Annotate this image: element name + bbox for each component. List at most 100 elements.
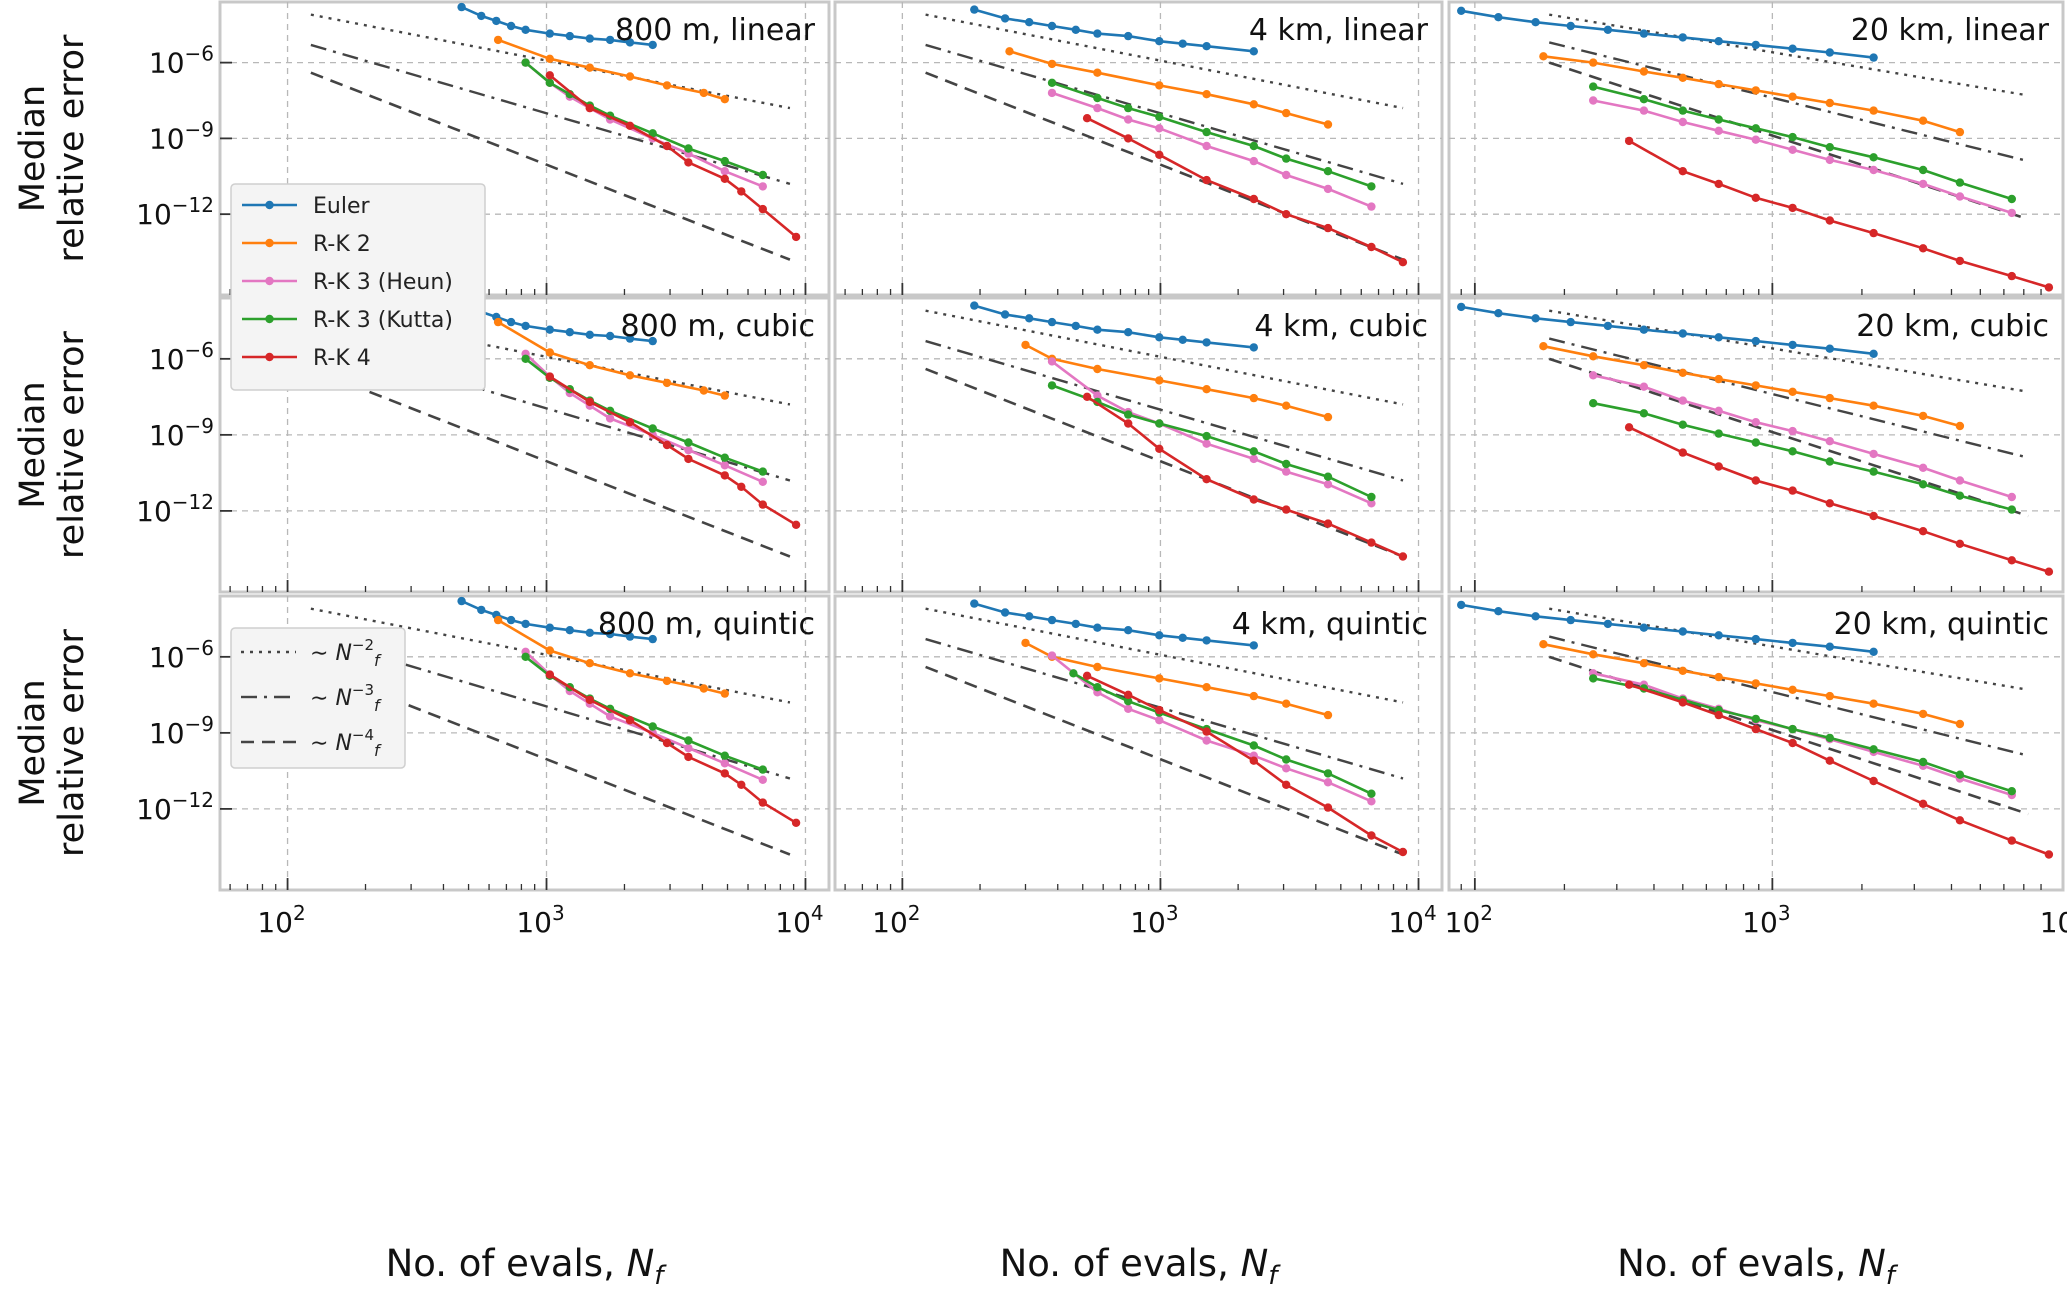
- panel-9: 20 km, quintic 102 103 104 No. of evals, Nf: [1445, 594, 2067, 1291]
- x-axis-label: No. of evals, Nf: [1000, 1242, 1282, 1291]
- data-point: [2007, 208, 2017, 218]
- data-point: [1155, 376, 1164, 385]
- data-point: [506, 615, 516, 625]
- data-point: [1825, 691, 1835, 701]
- data-point: [1282, 764, 1291, 773]
- legend-label: R-K 2: [313, 232, 371, 257]
- data-point: [1869, 776, 1878, 786]
- data-point: [1249, 343, 1259, 352]
- data-point: [1398, 258, 1408, 267]
- data-point: [1788, 724, 1797, 734]
- data-point: [1955, 127, 1965, 137]
- data-point: [1202, 683, 1211, 692]
- data-point: [1624, 423, 1634, 432]
- data-point: [648, 424, 657, 433]
- data-point: [1589, 352, 1598, 361]
- data-point: [1751, 679, 1761, 688]
- data-point: [492, 16, 501, 26]
- data-point: [1047, 615, 1057, 625]
- data-point: [2007, 787, 2017, 796]
- data-point: [1202, 338, 1211, 347]
- data-point: [1323, 480, 1333, 489]
- data-point: [1202, 90, 1211, 99]
- data-point: [662, 738, 672, 748]
- data-point: [545, 54, 554, 63]
- data-point: [1825, 393, 1835, 403]
- data-point: [585, 659, 594, 668]
- data-point: [684, 144, 693, 153]
- data-point: [545, 372, 554, 381]
- panel-frame: [833, 0, 1444, 297]
- data-point: [1082, 114, 1092, 123]
- data-point: [1249, 100, 1259, 109]
- data-point: [2007, 505, 2017, 514]
- data-point: [545, 78, 554, 88]
- data-point: [684, 743, 693, 753]
- data-point: [1603, 25, 1613, 34]
- data-point: [1639, 29, 1649, 38]
- reference-legend: ∼ N−2f ∼ N−3f ∼ N−4f: [230, 627, 406, 769]
- data-point: [1202, 736, 1211, 745]
- panel-frame: [833, 296, 1444, 594]
- data-point: [1639, 95, 1649, 104]
- data-point: [2044, 567, 2054, 576]
- data-point: [565, 31, 574, 41]
- data-point: [720, 471, 729, 480]
- data-point: [1124, 115, 1133, 124]
- panel-title: 800 m, linear: [615, 13, 816, 48]
- legend-label: ∼ N−4f: [310, 726, 382, 760]
- data-point: [1825, 756, 1835, 765]
- data-point: [1124, 419, 1133, 428]
- data-point: [758, 204, 767, 214]
- panel-5: 4 km, cubic: [833, 296, 1444, 594]
- data-point: [1367, 182, 1376, 191]
- data-point: [545, 325, 554, 334]
- data-point: [684, 752, 693, 762]
- data-point: [2007, 271, 2017, 281]
- reference-line-dashed: [310, 71, 791, 261]
- data-point: [684, 445, 693, 455]
- data-point: [1751, 634, 1761, 644]
- data-point: [1918, 411, 1928, 421]
- data-point: [1788, 145, 1797, 154]
- data-point: [625, 716, 635, 725]
- reference-line-dashed: [310, 367, 791, 558]
- data-point: [1000, 310, 1010, 319]
- x-tick-label: 103: [1130, 901, 1178, 939]
- data-point: [1005, 47, 1014, 56]
- reference-line-dotted: [925, 607, 1404, 704]
- data-point: [1282, 459, 1291, 469]
- data-point: [1788, 44, 1797, 53]
- data-point: [1323, 519, 1333, 528]
- x-tick-label: 104: [2040, 901, 2067, 939]
- y-tick-label: 10−9: [149, 117, 214, 155]
- data-point: [1639, 325, 1649, 334]
- data-point: [1124, 704, 1133, 713]
- data-point: [737, 187, 746, 196]
- x-tick-label: 104: [1388, 901, 1436, 939]
- reference-line-dashdot: [1548, 635, 2029, 757]
- data-point: [1603, 321, 1613, 331]
- data-point: [1367, 492, 1376, 502]
- data-point: [684, 158, 693, 167]
- data-point: [1825, 216, 1835, 225]
- data-point: [1155, 716, 1164, 725]
- x-tick-label: 103: [1742, 901, 1790, 939]
- data-point: [1714, 79, 1723, 89]
- data-point: [2007, 492, 2017, 502]
- data-point: [585, 628, 594, 637]
- data-point: [662, 378, 672, 388]
- data-point: [758, 765, 767, 774]
- data-point: [1869, 53, 1878, 62]
- data-point: [720, 759, 729, 768]
- data-point: [1589, 674, 1598, 683]
- data-point: [506, 21, 516, 31]
- data-point: [1367, 242, 1376, 252]
- x-axis-label: No. of evals, Nf: [1617, 1242, 1899, 1291]
- data-point: [1825, 48, 1835, 57]
- reference-line-dashdot: [1548, 337, 2029, 459]
- data-point: [1071, 25, 1081, 34]
- data-point: [625, 669, 635, 678]
- data-point: [521, 58, 530, 67]
